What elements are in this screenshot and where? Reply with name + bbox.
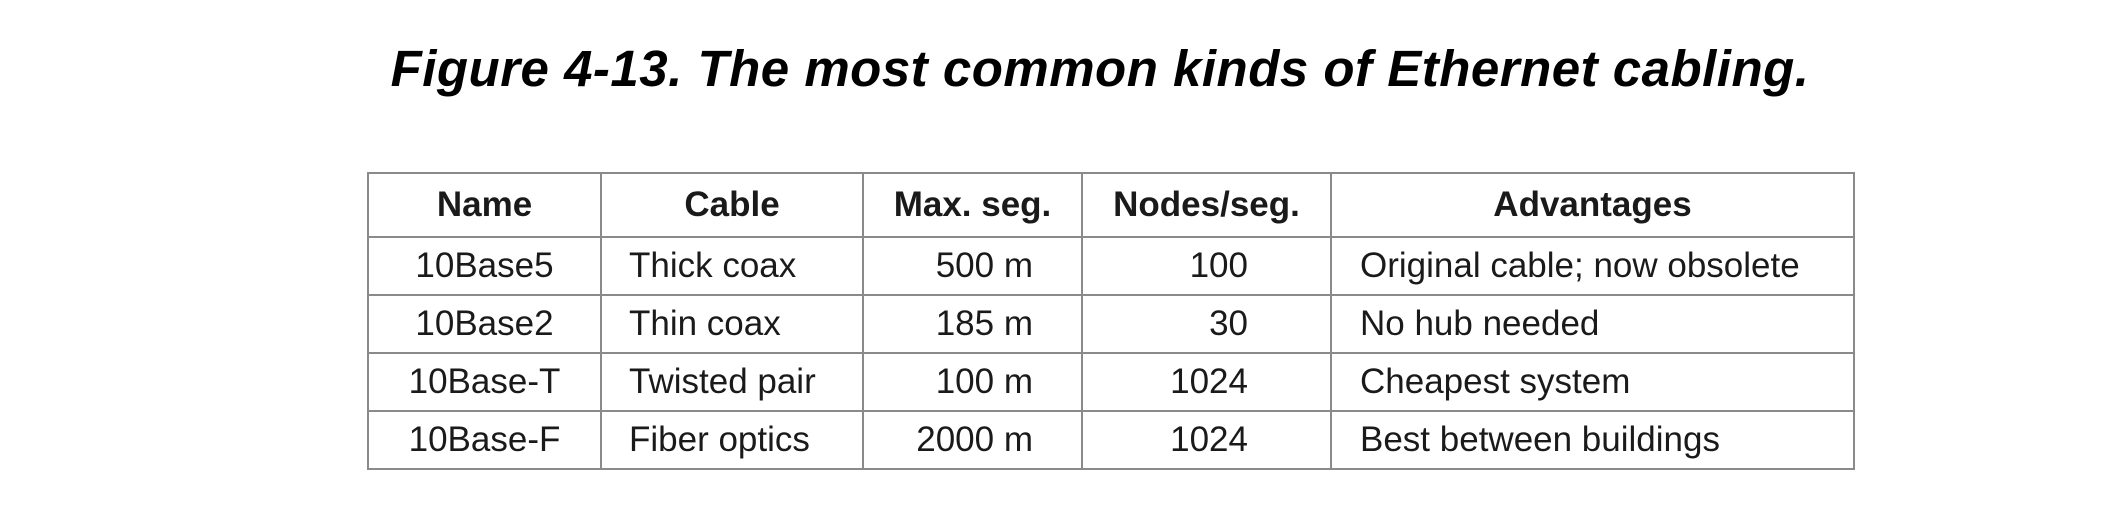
- ethernet-cabling-table: Name Cable Max. seg. Nodes/seg. Advantag…: [367, 172, 1855, 470]
- cell-max-seg: 500 m: [862, 236, 1083, 296]
- cell-advantages: Cheapest system: [1330, 352, 1855, 412]
- cell-name: 10Base-T: [367, 352, 602, 412]
- header-cable: Cable: [600, 172, 864, 238]
- cell-name: 10Base-F: [367, 410, 602, 470]
- header-nodes-seg: Nodes/seg.: [1081, 172, 1332, 238]
- cell-advantages: Best between buildings: [1330, 410, 1855, 470]
- cell-max-seg: 2000 m: [862, 410, 1083, 470]
- cell-cable: Twisted pair: [600, 352, 864, 412]
- table-row: 10Base-T Twisted pair 100 m 1024 Cheapes…: [367, 352, 1855, 412]
- table-row: 10Base-F Fiber optics 2000 m 1024 Best b…: [367, 410, 1855, 470]
- header-name: Name: [367, 172, 602, 238]
- cell-nodes-seg: 30: [1081, 294, 1332, 354]
- table-row: 10Base5 Thick coax 500 m 100 Original ca…: [367, 236, 1855, 296]
- table-header-row: Name Cable Max. seg. Nodes/seg. Advantag…: [367, 172, 1855, 238]
- cell-name: 10Base2: [367, 294, 602, 354]
- header-max-seg: Max. seg.: [862, 172, 1083, 238]
- cell-cable: Thin coax: [600, 294, 864, 354]
- header-advantages: Advantages: [1330, 172, 1855, 238]
- cell-cable: Thick coax: [600, 236, 864, 296]
- table-row: 10Base2 Thin coax 185 m 30 No hub needed: [367, 294, 1855, 354]
- figure-caption: Figure 4-13. The most common kinds of Et…: [390, 40, 1810, 97]
- cell-nodes-seg: 1024: [1081, 352, 1332, 412]
- cell-cable: Fiber optics: [600, 410, 864, 470]
- cell-nodes-seg: 1024: [1081, 410, 1332, 470]
- cell-advantages: No hub needed: [1330, 294, 1855, 354]
- cell-name: 10Base5: [367, 236, 602, 296]
- cell-advantages: Original cable; now obsolete: [1330, 236, 1855, 296]
- cell-nodes-seg: 100: [1081, 236, 1332, 296]
- cell-max-seg: 185 m: [862, 294, 1083, 354]
- cell-max-seg: 100 m: [862, 352, 1083, 412]
